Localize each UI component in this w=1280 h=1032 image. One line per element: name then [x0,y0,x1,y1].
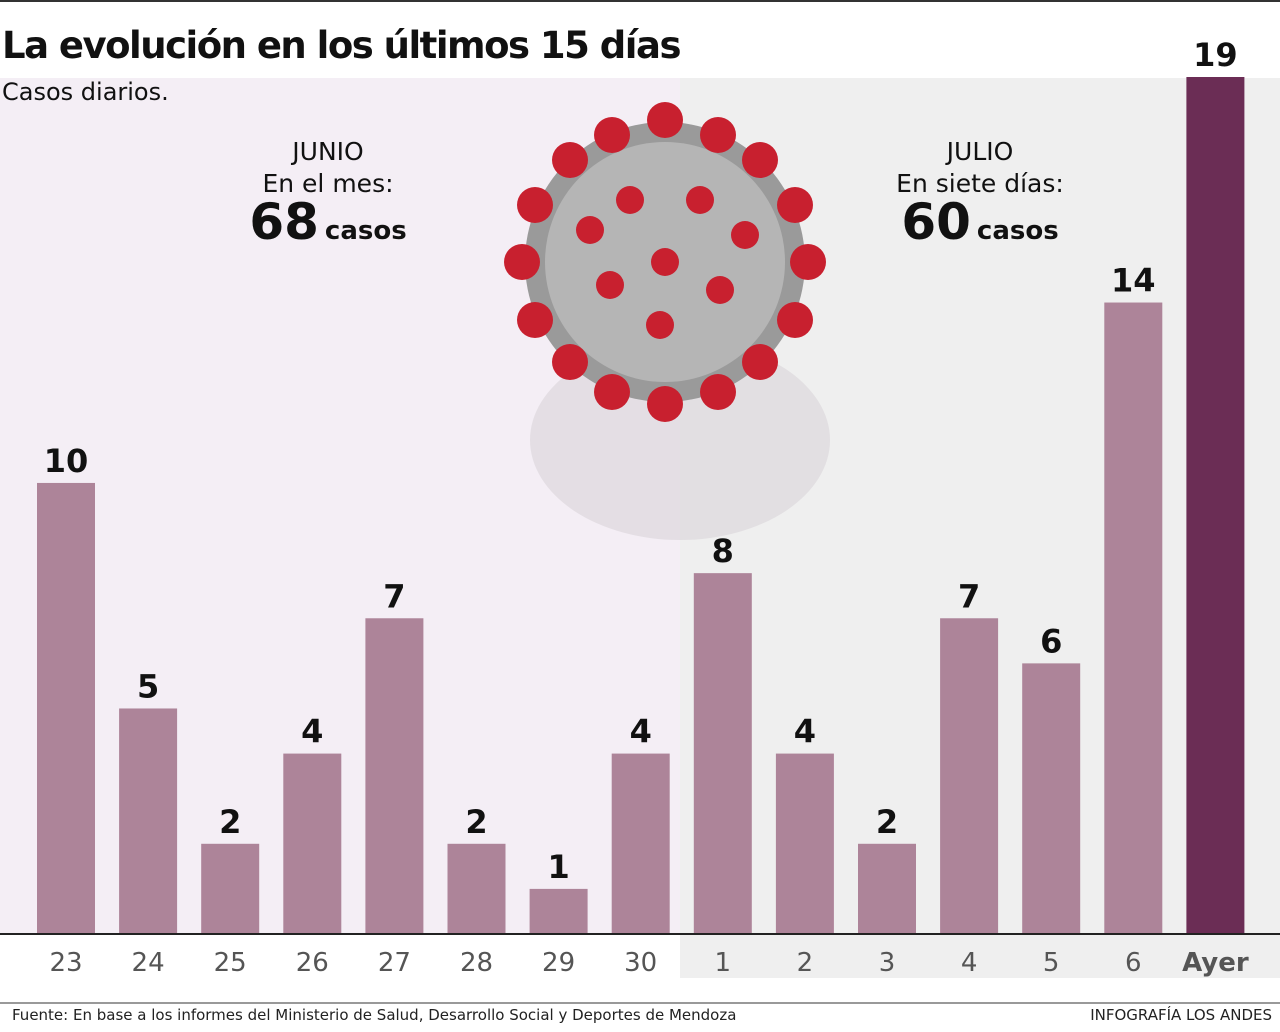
value-label: 1 [547,848,569,886]
bar [1104,302,1163,934]
value-label: 2 [876,803,898,841]
july-label: En siete días: [896,169,1064,198]
x-tick-label: 6 [1125,948,1142,978]
bar [447,843,506,934]
value-label: 4 [794,713,816,751]
x-tick-label: 2 [797,948,814,978]
july-unit: casos [977,216,1059,246]
bar [775,753,834,934]
bar [529,888,588,934]
bar [693,573,752,934]
bars: 1023524225426727228129430814223746514619… [37,36,1249,978]
x-tick-label: 25 [214,948,247,978]
value-label: 10 [44,442,89,480]
bar [611,753,670,934]
value-label: 2 [465,803,487,841]
virus-illustration [504,102,830,540]
x-tick-label: 30 [624,948,657,978]
value-label: 8 [712,532,734,570]
bar [1022,663,1081,934]
x-tick-label: 5 [1043,948,1060,978]
x-tick-label: 29 [542,948,575,978]
x-tick-label: 3 [879,948,896,978]
bar [119,708,178,934]
bar [201,843,260,934]
x-tick-label: 27 [378,948,411,978]
source: Fuente: En base a los informes del Minis… [12,1006,736,1024]
june-unit: casos [325,216,407,246]
value-label: 4 [301,713,323,751]
bar [858,843,916,934]
title: La evolución en los últimos 15 días [2,24,680,67]
value-label: 2 [219,803,241,841]
x-tick-label: 4 [961,948,978,978]
value-label: 4 [630,713,652,751]
value-label: 14 [1111,262,1156,300]
june-month: JUNIO [290,137,363,166]
value-label: 7 [958,577,980,615]
credit: INFOGRAFÍA LOS ANDES [1090,1005,1272,1024]
bar [37,482,95,934]
x-tick-label: 26 [296,948,329,978]
june-total-number: 68 [249,193,319,251]
subtitle: Casos diarios. [2,78,169,106]
bar [365,618,424,934]
july-total-number: 60 [901,193,971,251]
x-tick-label: 23 [49,948,82,978]
june-label: En el mes: [262,169,393,198]
x-tick-label: 24 [132,948,165,978]
bar [1186,77,1245,934]
july-total: 60 casos [901,193,1058,251]
june-total: 68 casos [249,193,406,251]
bar [283,753,342,934]
x-tick-label: 28 [460,948,493,978]
value-label: 5 [137,667,159,705]
value-label: 6 [1040,622,1062,660]
x-tick-label: Ayer [1182,948,1249,978]
bar [940,618,999,934]
value-label: 19 [1193,36,1238,74]
value-label: 7 [383,577,405,615]
july-month: JULIO [945,137,1014,166]
x-tick-label: 1 [715,948,732,978]
